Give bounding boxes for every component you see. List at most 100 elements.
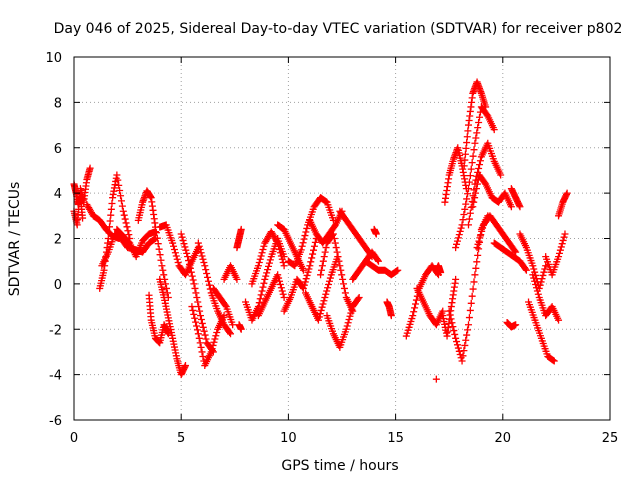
data-point <box>332 244 340 252</box>
data-point <box>432 375 440 383</box>
data-point <box>322 244 330 252</box>
data-point <box>154 240 162 248</box>
data-point <box>459 216 467 224</box>
data-point <box>394 266 402 274</box>
data-point <box>555 253 563 261</box>
x-tick-label: 10 <box>280 431 297 446</box>
data-point <box>471 271 479 279</box>
data-point <box>259 283 267 291</box>
data-point <box>341 289 349 297</box>
data-point <box>179 236 187 244</box>
data-point <box>153 234 161 242</box>
x-tick-label: 5 <box>177 431 185 446</box>
data-point <box>476 113 484 121</box>
data-point <box>305 265 313 273</box>
data-point <box>259 246 267 254</box>
data-point <box>412 300 420 308</box>
series-arc-32 <box>383 298 395 320</box>
chart-title: Day 046 of 2025, Sidereal Day-to-day VTE… <box>54 21 623 37</box>
series-arc-49 <box>525 298 558 365</box>
data-point <box>557 243 565 251</box>
data-point <box>164 330 172 338</box>
data-point <box>530 265 538 273</box>
data-point <box>276 249 284 257</box>
data-point <box>315 313 323 321</box>
data-point <box>198 319 206 327</box>
data-point <box>310 246 318 254</box>
series-arc-18 <box>242 235 288 324</box>
data-point <box>458 357 466 365</box>
data-point <box>446 311 454 319</box>
data-point <box>257 291 265 299</box>
data-point <box>324 284 332 292</box>
data-point <box>450 327 458 335</box>
data-point <box>374 256 382 264</box>
data-point <box>121 215 129 223</box>
data-point <box>190 310 198 318</box>
data-point <box>448 319 456 327</box>
data-point <box>301 232 309 240</box>
data-point <box>512 321 520 329</box>
data-point <box>453 240 461 248</box>
data-point <box>191 284 199 292</box>
data-point <box>471 194 479 202</box>
data-point <box>334 253 342 261</box>
data-point <box>449 323 457 331</box>
data-point <box>200 258 208 266</box>
data-point <box>338 271 346 279</box>
data-point <box>335 257 343 265</box>
data-point <box>280 262 288 270</box>
data-point <box>183 249 191 257</box>
data-point <box>256 295 264 303</box>
data-point <box>473 129 481 137</box>
series-arc-41 <box>460 78 490 170</box>
data-point <box>199 255 207 263</box>
y-tick-label: -2 <box>49 323 62 338</box>
data-point <box>209 341 217 349</box>
data-point <box>463 133 471 141</box>
data-point <box>511 247 519 255</box>
data-point <box>262 272 270 280</box>
data-point <box>534 290 542 298</box>
series-arc-31 <box>370 225 380 238</box>
data-point <box>472 189 480 197</box>
data-point <box>467 299 475 307</box>
data-point <box>304 268 312 276</box>
data-point <box>254 262 262 270</box>
data-point <box>201 331 209 339</box>
data-point <box>529 271 537 279</box>
data-point <box>474 251 482 259</box>
data-point <box>205 281 213 289</box>
data-point <box>258 287 266 295</box>
data-point <box>171 249 179 257</box>
data-point <box>555 316 563 324</box>
data-point <box>297 246 305 254</box>
x-axis-label: GPS time / hours <box>281 458 398 474</box>
series-arc-21 <box>274 221 307 274</box>
data-point <box>211 335 219 343</box>
data-point <box>198 348 206 356</box>
data-point <box>255 258 263 266</box>
series-arc-44 <box>473 212 520 256</box>
data-point <box>226 328 234 336</box>
data-point <box>213 328 221 336</box>
data-point <box>465 215 473 223</box>
data-point <box>469 285 477 293</box>
data-points <box>70 78 571 383</box>
data-point <box>169 239 177 247</box>
y-tick-label: 10 <box>45 51 62 66</box>
data-point <box>348 306 356 314</box>
data-point <box>278 287 286 295</box>
data-point <box>189 276 197 284</box>
data-point <box>476 234 484 242</box>
data-point <box>193 322 201 330</box>
data-point <box>473 258 481 266</box>
data-point <box>474 240 482 248</box>
data-point <box>532 284 540 292</box>
data-point <box>329 230 337 238</box>
data-point <box>461 150 469 158</box>
data-point <box>195 334 203 342</box>
series-arc-04 <box>96 171 134 292</box>
data-point <box>532 281 540 289</box>
series-arc-24 <box>302 253 342 324</box>
